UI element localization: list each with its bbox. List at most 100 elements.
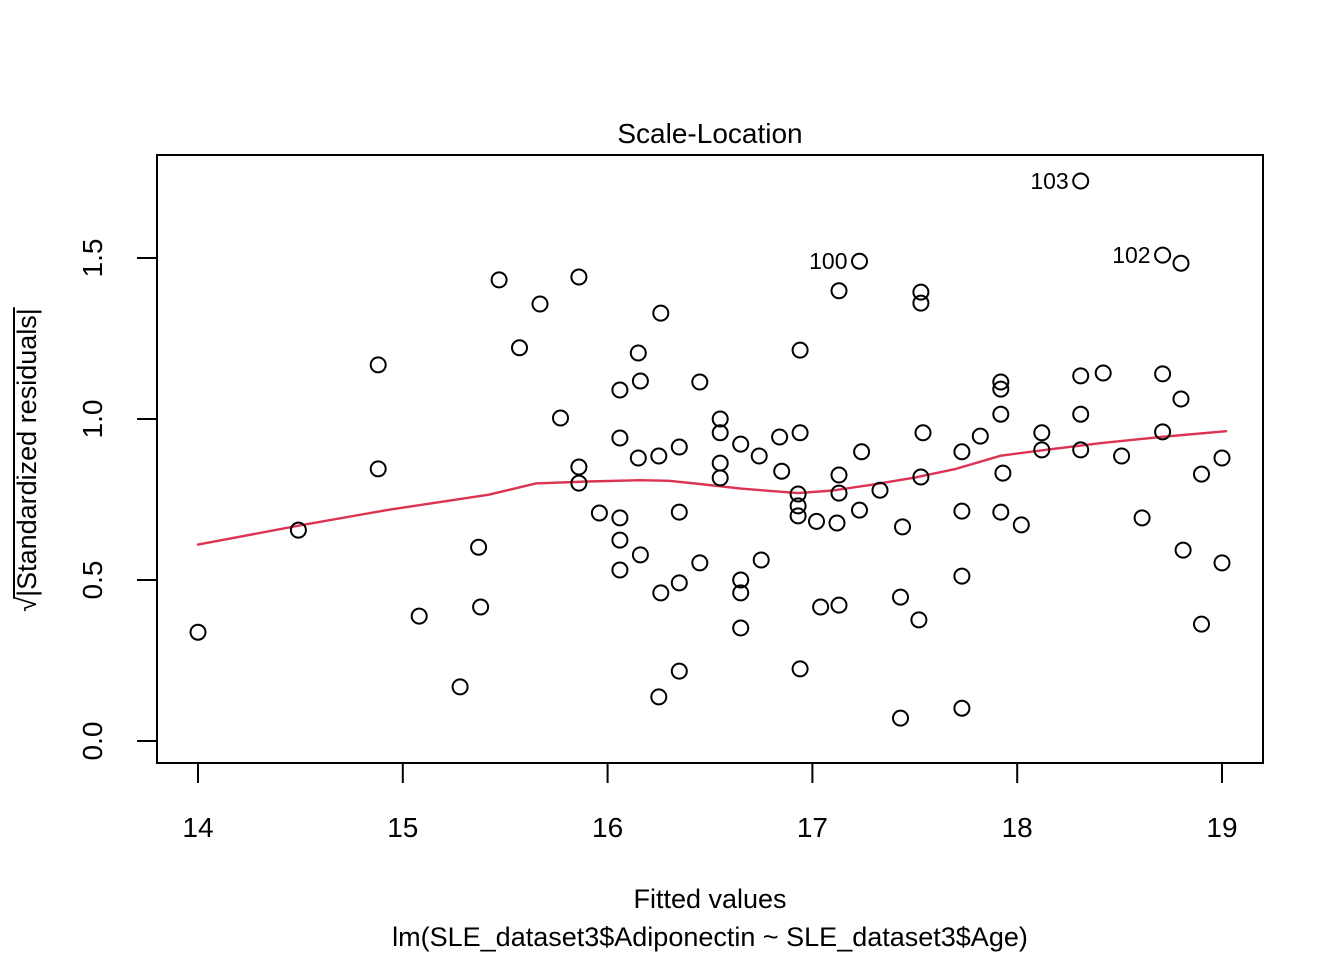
- data-point: [1213, 449, 1231, 467]
- y-axis-label-group: √|Standardized residuals|: [12, 307, 42, 612]
- x-axis-label: Fitted values: [633, 884, 786, 914]
- data-point: [650, 688, 668, 706]
- data-point: [570, 458, 588, 476]
- data-point: [994, 464, 1012, 482]
- data-point: [812, 598, 830, 616]
- data-point: [992, 405, 1010, 423]
- data-point: [611, 531, 629, 549]
- x-tick-label: 16: [592, 812, 623, 843]
- data-point: [590, 504, 608, 522]
- smooth-line: [196, 430, 1228, 546]
- x-tick-label: 15: [387, 812, 418, 843]
- data-point: [611, 429, 629, 447]
- data-point: [791, 341, 809, 359]
- x-tick-label: 17: [797, 812, 828, 843]
- point-label: 102: [1112, 242, 1150, 268]
- data-point: [1172, 254, 1190, 272]
- data-point: [892, 588, 909, 606]
- data-point: [851, 501, 868, 519]
- data-point: [732, 619, 750, 637]
- y-tick-label: 0.5: [77, 561, 108, 600]
- data-point: [1033, 441, 1051, 459]
- data-point: [691, 373, 709, 391]
- data-point: [470, 538, 488, 556]
- data-point: [892, 709, 909, 727]
- data-point: [552, 409, 569, 427]
- x-tick-label: 18: [1002, 812, 1033, 843]
- data-point: [1213, 554, 1231, 572]
- data-point: [670, 503, 688, 521]
- y-tick-label: 1.0: [77, 400, 108, 439]
- data-point: [1154, 246, 1172, 264]
- data-point: [1072, 172, 1090, 190]
- data-point: [631, 372, 649, 390]
- data-point: [992, 373, 1010, 391]
- data-point: [652, 304, 670, 322]
- data-point: [771, 428, 789, 446]
- data-point: [953, 443, 971, 461]
- data-point: [611, 561, 629, 579]
- data-point: [910, 611, 928, 629]
- smooth-line-group: [196, 430, 1228, 546]
- data-point: [1193, 615, 1210, 633]
- data-point: [914, 424, 932, 442]
- data-point: [791, 660, 809, 678]
- data-point: [732, 435, 750, 453]
- data-point: [711, 469, 729, 487]
- data-point: [472, 598, 490, 616]
- model-formula-label: lm(SLE_dataset3$Adiponectin ~ SLE_datase…: [392, 922, 1028, 952]
- data-point: [629, 344, 647, 362]
- data-point: [732, 584, 750, 602]
- data-point: [853, 443, 871, 461]
- data-point: [992, 380, 1010, 398]
- data-point: [1072, 405, 1090, 423]
- data-point: [1154, 365, 1172, 383]
- data-point: [1193, 465, 1210, 483]
- data-point: [830, 484, 848, 502]
- axis-tick-labels: 14 15 16 17 18 19 0.0 0.5 1.0 1.5: [77, 239, 1238, 843]
- points-group: [189, 172, 1231, 727]
- y-tick-label: 0.0: [77, 722, 108, 761]
- data-point: [830, 282, 848, 300]
- data-point: [490, 271, 508, 289]
- y-axis-label: √|Standardized residuals|: [12, 308, 42, 612]
- data-point: [953, 567, 971, 585]
- data-point: [871, 481, 889, 499]
- data-point: [789, 507, 807, 525]
- data-point: [1174, 541, 1192, 559]
- data-point: [670, 662, 688, 680]
- data-point: [912, 468, 930, 486]
- data-point: [451, 678, 469, 696]
- data-point: [828, 514, 846, 532]
- data-point: [711, 454, 729, 472]
- data-point: [750, 447, 768, 465]
- data-point: [652, 584, 670, 602]
- data-point: [953, 699, 971, 717]
- data-point: [791, 424, 809, 442]
- data-point: [670, 438, 688, 456]
- data-point: [1172, 390, 1190, 408]
- data-point: [830, 466, 848, 484]
- data-point: [691, 554, 709, 572]
- data-point: [1012, 516, 1030, 534]
- data-point: [851, 252, 868, 270]
- data-point: [912, 294, 930, 312]
- data-point: [912, 283, 930, 301]
- data-point: [711, 424, 729, 442]
- data-point: [570, 474, 588, 492]
- data-point: [773, 462, 791, 480]
- data-point: [789, 497, 807, 515]
- point-label: 103: [1030, 168, 1068, 194]
- data-point: [1033, 424, 1051, 442]
- data-point: [830, 596, 848, 614]
- data-point: [1113, 447, 1131, 465]
- data-point: [1133, 509, 1151, 527]
- point-label: 100: [809, 248, 847, 274]
- y-tick-label: 1.5: [77, 239, 108, 278]
- data-point: [752, 551, 770, 569]
- data-point: [808, 512, 825, 530]
- x-tick-label: 19: [1206, 812, 1237, 843]
- data-point: [1154, 423, 1172, 441]
- data-point: [531, 295, 549, 313]
